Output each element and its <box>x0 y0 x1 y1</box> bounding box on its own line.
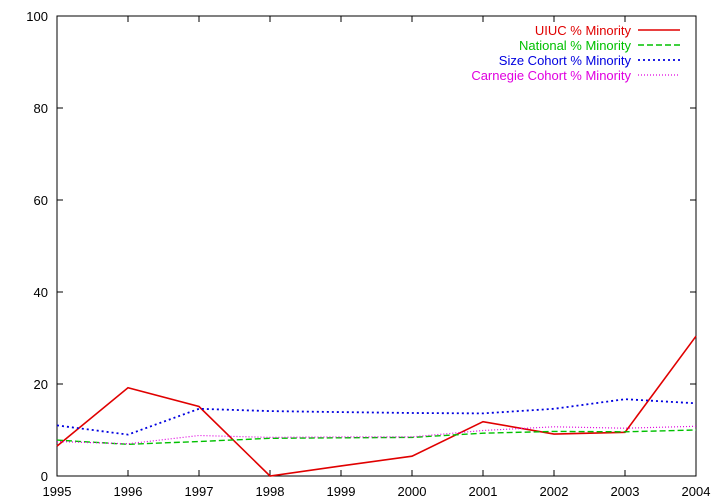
x-tick-label: 1996 <box>114 484 143 499</box>
series-line <box>56 335 697 477</box>
series-line <box>56 429 697 446</box>
series-line <box>56 425 697 445</box>
y-tick-label: 80 <box>34 101 48 116</box>
x-tick-label: 1998 <box>256 484 285 499</box>
x-tick-label: 2003 <box>611 484 640 499</box>
series-line <box>56 398 697 436</box>
y-tick-label: 0 <box>41 469 48 484</box>
y-tick-label: 40 <box>34 285 48 300</box>
legend-label: Carnegie Cohort % Minority <box>471 68 631 83</box>
x-tick-label: 2002 <box>540 484 569 499</box>
series-lines <box>56 335 697 477</box>
x-tick-label: 1995 <box>43 484 72 499</box>
x-tick-label: 2000 <box>398 484 427 499</box>
x-tick-label: 1999 <box>327 484 356 499</box>
y-tick-label: 100 <box>26 9 48 24</box>
x-tick-label: 2004 <box>682 484 711 499</box>
axis-ticks <box>56 15 697 477</box>
legend-label: National % Minority <box>519 38 631 53</box>
x-tick-label: 2001 <box>469 484 498 499</box>
x-tick-label: 1997 <box>185 484 214 499</box>
legend-label: UIUC % Minority <box>535 23 632 38</box>
plot-frame <box>56 15 697 477</box>
axis-tick-labels: 0 20 40 60 80 100 1995 1996 1997 1998 1999 2000 2001… <box>26 9 710 499</box>
legend-label: Size Cohort % Minority <box>499 53 632 68</box>
y-tick-label: 20 <box>34 377 48 392</box>
y-tick-label: 60 <box>34 193 48 208</box>
